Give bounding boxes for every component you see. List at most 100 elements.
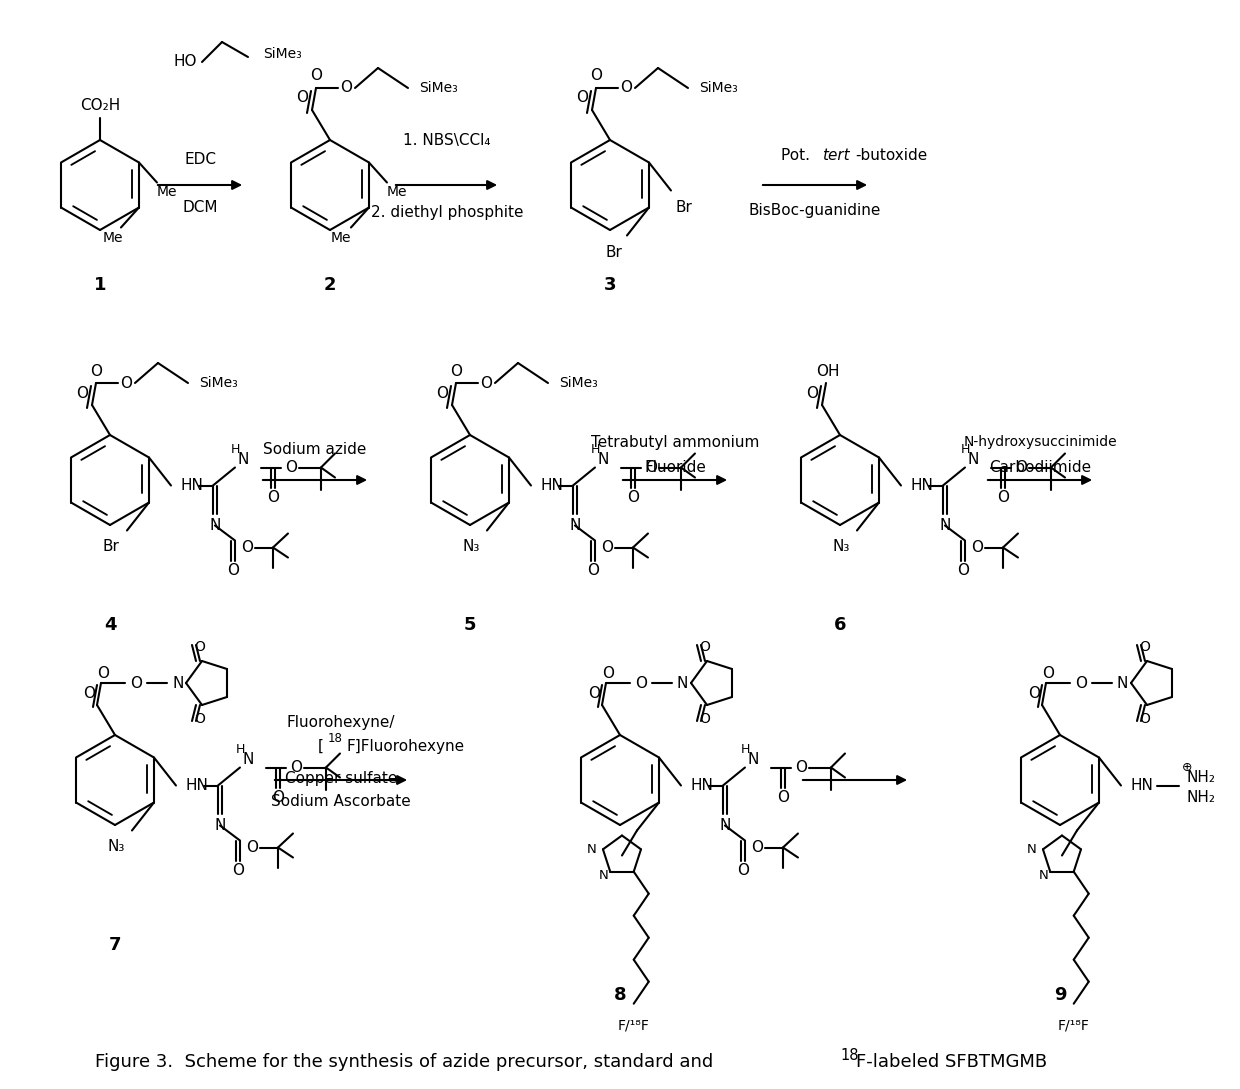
Text: N: N — [967, 452, 978, 467]
Text: Pot.: Pot. — [781, 147, 815, 162]
Text: O: O — [751, 840, 763, 855]
Text: O: O — [76, 386, 88, 401]
Text: O: O — [627, 490, 639, 505]
Text: SiMe₃: SiMe₃ — [419, 81, 458, 95]
Text: Copper sulfate: Copper sulfate — [285, 771, 397, 785]
Text: O: O — [97, 665, 109, 681]
Text: Sodium azide: Sodium azide — [263, 442, 367, 457]
Text: O: O — [806, 386, 818, 401]
Text: O: O — [1140, 712, 1151, 726]
Text: NH₂: NH₂ — [1187, 790, 1216, 805]
Text: Fluorohexyne/: Fluorohexyne/ — [286, 714, 396, 730]
Text: O: O — [83, 685, 95, 700]
Text: SiMe₃: SiMe₃ — [698, 81, 738, 95]
Text: O: O — [971, 540, 983, 555]
Text: 7: 7 — [109, 937, 122, 954]
Text: O: O — [480, 376, 492, 391]
Text: HN: HN — [911, 478, 934, 493]
Text: 18: 18 — [839, 1048, 858, 1063]
Text: O: O — [601, 665, 614, 681]
Text: OH: OH — [816, 364, 839, 379]
Text: N: N — [939, 518, 951, 533]
Text: O: O — [590, 69, 601, 84]
Text: [: [ — [317, 738, 324, 754]
Text: EDC: EDC — [184, 152, 216, 168]
Text: 2: 2 — [324, 276, 336, 294]
Text: F/¹⁸F: F/¹⁸F — [1058, 1018, 1090, 1032]
Text: SiMe₃: SiMe₃ — [263, 47, 301, 61]
Text: Sodium Ascorbate: Sodium Ascorbate — [272, 795, 410, 809]
Text: 1: 1 — [94, 276, 107, 294]
Text: N: N — [242, 752, 254, 767]
Text: O: O — [645, 460, 657, 475]
Text: O: O — [450, 364, 463, 379]
Text: 6: 6 — [833, 616, 846, 634]
Text: O: O — [1075, 675, 1087, 690]
Text: O: O — [285, 460, 296, 475]
Text: H: H — [231, 443, 239, 456]
Text: SiMe₃: SiMe₃ — [198, 376, 237, 390]
Text: tert: tert — [822, 147, 849, 162]
Text: O: O — [795, 760, 807, 775]
Text: O: O — [91, 364, 102, 379]
Text: Br: Br — [103, 539, 119, 554]
Text: F]Fluorohexyne: F]Fluorohexyne — [346, 738, 464, 754]
Text: 9: 9 — [1054, 986, 1066, 1004]
Text: O: O — [241, 540, 253, 555]
Text: O: O — [737, 862, 749, 878]
Text: O: O — [296, 90, 308, 106]
Text: Me: Me — [103, 231, 123, 245]
Text: 2. diethyl phosphite: 2. diethyl phosphite — [371, 205, 523, 220]
Text: O: O — [232, 862, 244, 878]
Text: O: O — [601, 540, 613, 555]
Text: H: H — [236, 743, 244, 756]
Text: O: O — [1028, 685, 1040, 700]
Text: Tetrabutyl ammonium: Tetrabutyl ammonium — [590, 435, 759, 450]
Text: N: N — [237, 452, 249, 467]
Text: N-hydroxysuccinimide: N-hydroxysuccinimide — [963, 435, 1117, 449]
Text: N: N — [677, 675, 688, 690]
Text: Br: Br — [676, 200, 692, 215]
Text: H: H — [960, 443, 970, 456]
Text: 4: 4 — [104, 616, 117, 634]
Text: O: O — [957, 563, 968, 578]
Text: HN: HN — [1131, 778, 1154, 793]
Text: F-labeled SFBTMGMB: F-labeled SFBTMGMB — [856, 1053, 1047, 1070]
Text: HN: HN — [691, 778, 714, 793]
Text: N: N — [598, 452, 609, 467]
Text: N: N — [1117, 675, 1128, 690]
Text: BisBoc-guanidine: BisBoc-guanidine — [749, 203, 882, 218]
Text: NH₂: NH₂ — [1187, 770, 1216, 785]
Text: 8: 8 — [614, 986, 626, 1004]
Text: N: N — [569, 518, 580, 533]
Text: CO₂H: CO₂H — [79, 98, 120, 112]
Text: N: N — [210, 518, 221, 533]
Text: 18: 18 — [329, 732, 343, 745]
Text: O: O — [340, 81, 352, 96]
Text: O: O — [310, 69, 322, 84]
Text: O: O — [1016, 460, 1027, 475]
Text: O: O — [699, 712, 711, 726]
Text: N: N — [1038, 869, 1048, 882]
Text: 3: 3 — [604, 276, 616, 294]
Text: N: N — [588, 843, 596, 856]
Text: N: N — [172, 675, 184, 690]
Text: O: O — [620, 81, 632, 96]
Text: O: O — [635, 675, 647, 690]
Text: N₃: N₃ — [108, 839, 125, 854]
Text: Figure 3.  Scheme for the synthesis of azide precursor, standard and: Figure 3. Scheme for the synthesis of az… — [95, 1053, 719, 1070]
Text: O: O — [290, 760, 303, 775]
Text: N₃: N₃ — [463, 539, 480, 554]
Text: N: N — [215, 818, 226, 833]
Text: HO: HO — [174, 54, 197, 70]
Text: O: O — [120, 376, 131, 391]
Text: 5: 5 — [464, 616, 476, 634]
Text: ⊕: ⊕ — [1182, 761, 1193, 774]
Text: Me: Me — [156, 185, 177, 199]
Text: O: O — [777, 790, 789, 805]
Text: O: O — [588, 685, 600, 700]
Text: -butoxide: -butoxide — [856, 147, 928, 162]
Text: Me: Me — [331, 231, 351, 245]
Text: Br: Br — [605, 245, 622, 260]
Text: O: O — [436, 386, 448, 401]
